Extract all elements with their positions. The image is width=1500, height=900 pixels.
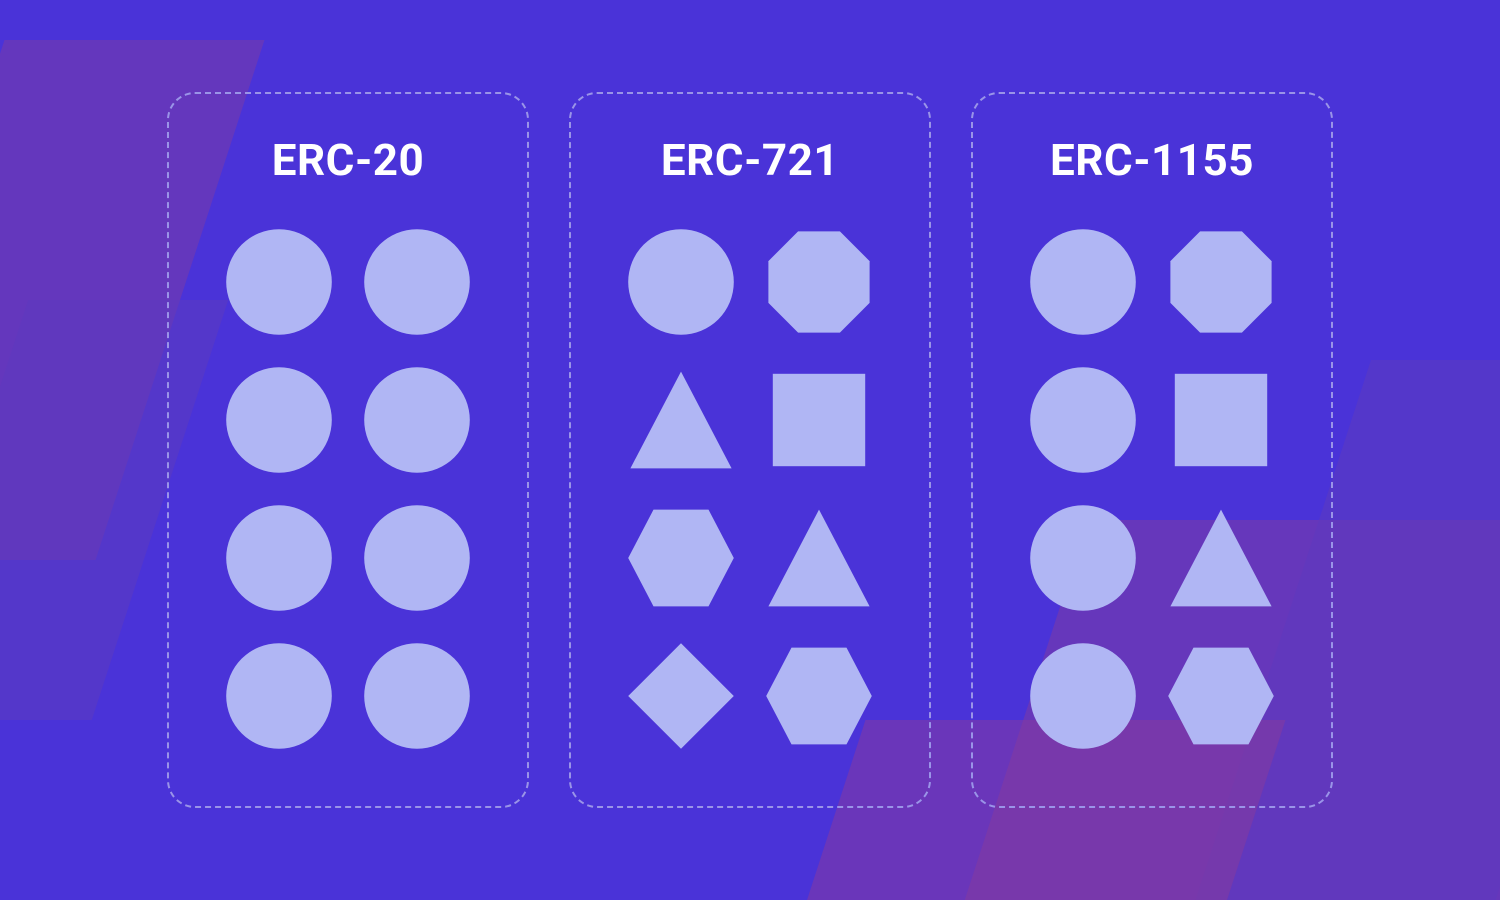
triangle-icon xyxy=(764,503,874,613)
octagon-icon xyxy=(1166,227,1276,337)
shape-cell xyxy=(626,503,736,613)
panel-title-erc1155: ERC-1155 xyxy=(1050,134,1254,186)
square-icon xyxy=(1166,365,1276,475)
circle-icon xyxy=(224,641,334,751)
panel-title-erc721: ERC-721 xyxy=(661,134,839,186)
shape-cell xyxy=(626,641,736,751)
shape-cell xyxy=(1166,503,1276,613)
shape-cell xyxy=(1028,641,1138,751)
diamond-icon xyxy=(626,641,736,751)
circle-icon xyxy=(1028,641,1138,751)
shape-cell xyxy=(764,641,874,751)
shape-cell xyxy=(224,365,334,475)
circle-icon xyxy=(1028,503,1138,613)
circle-icon xyxy=(224,365,334,475)
panel-erc20: ERC-20 xyxy=(167,92,529,808)
shape-cell xyxy=(224,503,334,613)
shape-cell xyxy=(362,227,472,337)
circle-icon xyxy=(362,365,472,475)
shape-cell xyxy=(362,503,472,613)
panel-erc1155: ERC-1155 xyxy=(971,92,1333,808)
panel-title-erc20: ERC-20 xyxy=(272,134,425,186)
shape-cell xyxy=(1166,227,1276,337)
shape-cell xyxy=(1028,503,1138,613)
shape-cell xyxy=(626,365,736,475)
circle-icon xyxy=(224,503,334,613)
triangle-icon xyxy=(626,365,736,475)
hexagon-icon xyxy=(1166,641,1276,751)
shape-cell xyxy=(224,227,334,337)
triangle-icon xyxy=(1166,503,1276,613)
hexagon-icon xyxy=(764,641,874,751)
circle-icon xyxy=(1028,365,1138,475)
shape-cell xyxy=(626,227,736,337)
shape-cell xyxy=(362,365,472,475)
hexagon-icon xyxy=(626,503,736,613)
circle-icon xyxy=(1028,227,1138,337)
shape-cell xyxy=(362,641,472,751)
shape-cell xyxy=(1028,227,1138,337)
shape-cell xyxy=(764,365,874,475)
panels-row: ERC-20 ERC-721 ERC-1155 xyxy=(0,0,1500,900)
shape-cell xyxy=(1166,641,1276,751)
shape-cell xyxy=(1166,365,1276,475)
shape-cell xyxy=(764,503,874,613)
circle-icon xyxy=(224,227,334,337)
circle-icon xyxy=(362,227,472,337)
circle-icon xyxy=(362,503,472,613)
shape-grid-erc1155 xyxy=(1023,222,1281,756)
shape-cell xyxy=(764,227,874,337)
shape-grid-erc721 xyxy=(621,222,879,756)
octagon-icon xyxy=(764,227,874,337)
circle-icon xyxy=(362,641,472,751)
shape-cell xyxy=(224,641,334,751)
circle-icon xyxy=(626,227,736,337)
panel-erc721: ERC-721 xyxy=(569,92,931,808)
shape-grid-erc20 xyxy=(219,222,477,756)
square-icon xyxy=(764,365,874,475)
shape-cell xyxy=(1028,365,1138,475)
